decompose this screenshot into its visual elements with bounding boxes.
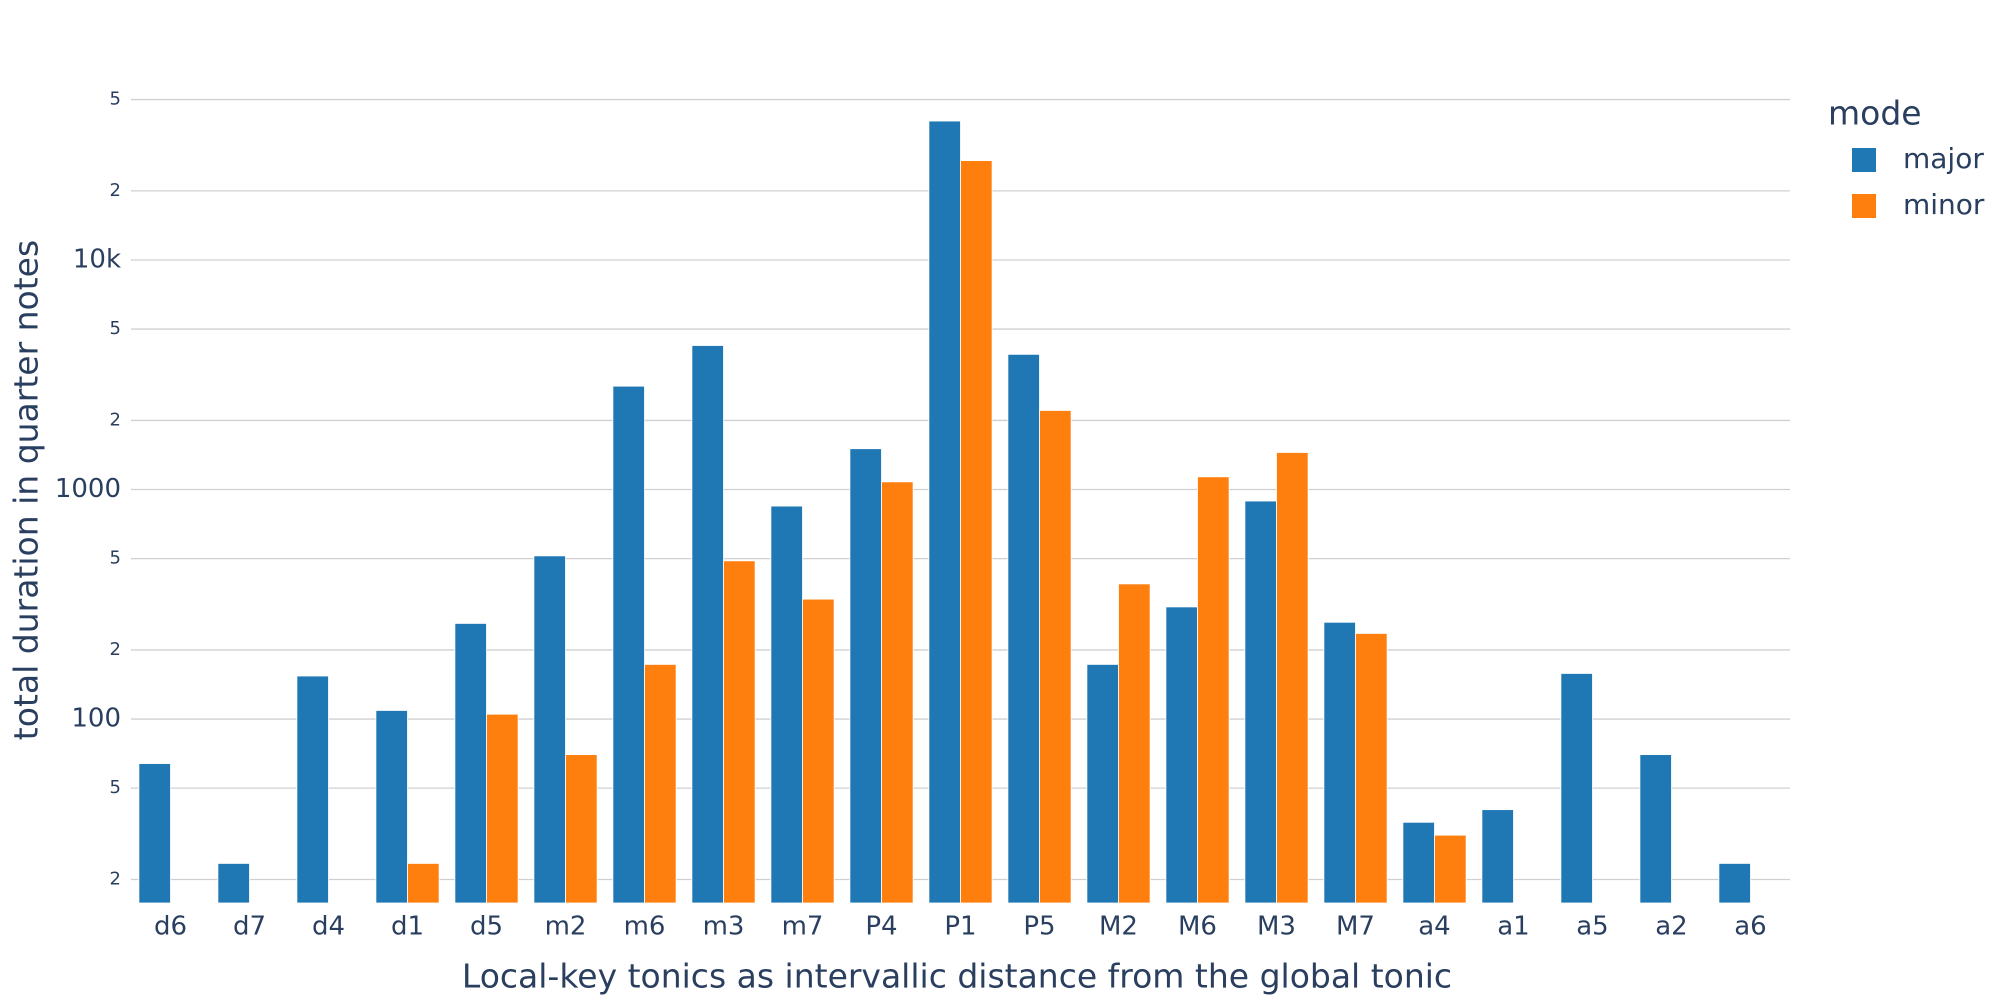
legend-swatch: [1852, 148, 1876, 172]
bar: [1434, 834, 1467, 904]
x-tick-label: P5: [1023, 912, 1055, 942]
bar: [533, 555, 566, 904]
x-tick-label: a6: [1734, 912, 1766, 942]
bar: [1086, 664, 1119, 904]
bar: [1039, 410, 1072, 904]
bar: [1718, 863, 1751, 904]
x-tick-label: M2: [1099, 912, 1138, 942]
y-tick-label: 10k: [73, 244, 121, 274]
x-tick-label: d4: [312, 912, 345, 942]
bar: [612, 385, 645, 904]
y-tick-label: 2: [110, 409, 121, 430]
x-axis-title: Local-key tonics as intervallic distance…: [462, 957, 1452, 996]
bar: [407, 863, 440, 904]
bar: [1639, 754, 1672, 904]
bar: [1481, 809, 1514, 904]
legend-swatch: [1852, 194, 1876, 218]
x-tick-label: a5: [1576, 912, 1608, 942]
y-tick-label: 5: [110, 548, 121, 569]
bar: [881, 481, 914, 904]
bar: [1355, 633, 1388, 904]
bar: [1007, 353, 1040, 904]
bar: [802, 598, 835, 904]
bar: [1244, 500, 1277, 904]
y-tick-label: 2: [110, 639, 121, 660]
bar: [723, 560, 756, 904]
bar: [138, 763, 171, 904]
bar: [691, 345, 724, 904]
bar: [1165, 606, 1198, 904]
y-tick-label: 100: [71, 704, 121, 734]
x-tick-label: a1: [1497, 912, 1529, 942]
x-tick-label: m3: [703, 912, 745, 942]
x-tick-label: a2: [1655, 912, 1687, 942]
x-tick-label: d7: [233, 912, 266, 942]
y-tick-label: 2: [110, 869, 121, 890]
bar: [486, 713, 519, 904]
bar: [849, 448, 882, 904]
bar: [770, 505, 803, 904]
x-tick-label: d5: [470, 912, 503, 942]
bar: [644, 664, 677, 904]
y-axis-title: total duration in quarter notes: [7, 240, 46, 740]
bar: [454, 623, 487, 904]
bar: [1323, 621, 1356, 904]
y-tick-label: 5: [110, 318, 121, 339]
x-tick-label: m2: [545, 912, 587, 942]
bar: [928, 120, 961, 904]
bar: [1276, 452, 1309, 904]
bar: [1118, 583, 1151, 904]
bar: [565, 754, 598, 904]
x-tick-label: P1: [944, 912, 976, 942]
y-tick-label: 5: [110, 89, 121, 110]
y-tick-label: 5: [110, 777, 121, 798]
legend-label: minor: [1903, 188, 1985, 221]
legend-title: mode: [1828, 94, 1922, 133]
y-tick-label: 2: [110, 180, 121, 201]
x-tick-label: M3: [1257, 912, 1296, 942]
x-tick-label: M7: [1336, 912, 1375, 942]
bar: [296, 675, 329, 904]
legend-label: major: [1903, 142, 1984, 175]
x-tick-label: P4: [865, 912, 897, 942]
bar: [375, 710, 408, 904]
bar: [1197, 476, 1230, 904]
bar: [1560, 673, 1593, 904]
bar: [960, 160, 993, 904]
x-tick-label: a4: [1418, 912, 1450, 942]
y-tick-label: 1000: [55, 474, 121, 504]
x-tick-label: m6: [624, 912, 666, 942]
x-tick-label: d1: [391, 912, 424, 942]
bar: [1402, 821, 1435, 904]
x-tick-label: M6: [1178, 912, 1217, 942]
x-tick-label: d6: [154, 912, 187, 942]
x-tick-label: m7: [782, 912, 824, 942]
bar: [217, 863, 250, 904]
